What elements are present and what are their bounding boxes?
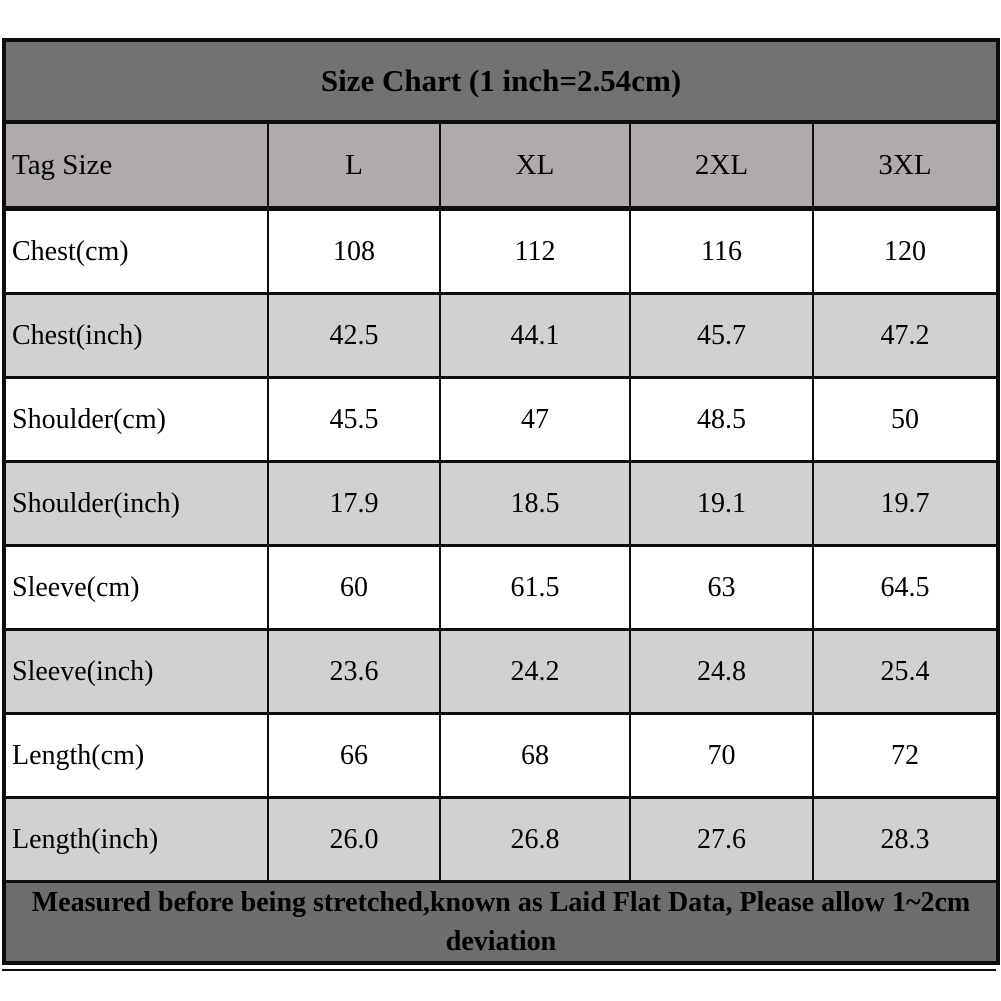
- cell-value: 42.5: [267, 292, 441, 379]
- row-label: Shoulder(cm): [3, 376, 269, 463]
- row-label: Sleeve(inch): [3, 628, 269, 715]
- row-label: Chest(cm): [3, 207, 269, 295]
- column-header-xl: XL: [439, 121, 631, 211]
- cell-value: 19.1: [629, 460, 814, 547]
- table-row-chest-inch: Chest(inch) 42.5 44.1 45.7 47.2: [3, 292, 1000, 379]
- table-row-shoulder-cm: Shoulder(cm) 45.5 47 48.5 50: [3, 376, 1000, 463]
- cell-value: 24.8: [629, 628, 814, 715]
- cell-value: 48.5: [629, 376, 814, 463]
- table-row-shoulder-inch: Shoulder(inch) 17.9 18.5 19.1 19.7: [3, 460, 1000, 547]
- row-label: Sleeve(cm): [3, 544, 269, 631]
- row-label: Length(inch): [3, 796, 269, 883]
- cell-value: 60: [267, 544, 441, 631]
- row-label: Shoulder(inch): [3, 460, 269, 547]
- table-row-chest-cm: Chest(cm) 108 112 116 120: [3, 207, 1000, 295]
- cell-value: 112: [439, 207, 631, 295]
- cell-value: 23.6: [267, 628, 441, 715]
- size-chart-title: Size Chart (1 inch=2.54cm): [2, 39, 1000, 124]
- cell-value: 24.2: [439, 628, 631, 715]
- cell-value: 64.5: [811, 544, 1000, 631]
- cell-value: 45.7: [629, 292, 814, 379]
- cell-value: 50: [811, 376, 1000, 463]
- cell-value: 116: [629, 207, 814, 295]
- cell-value: 61.5: [439, 544, 631, 631]
- row-label: Length(cm): [3, 712, 269, 799]
- cell-value: 45.5: [267, 376, 441, 463]
- cell-value: 70: [629, 712, 814, 799]
- header-row: Tag Size L XL 2XL 3XL: [3, 121, 1000, 211]
- cell-value: 108: [267, 207, 441, 295]
- size-chart-table: Size Chart (1 inch=2.54cm) Tag Size L XL…: [2, 38, 1001, 965]
- cell-value: 27.6: [629, 796, 814, 883]
- cell-value: 66: [267, 712, 441, 799]
- cell-value: 120: [811, 207, 1000, 295]
- cell-value: 17.9: [267, 460, 441, 547]
- column-header-3xl: 3XL: [811, 121, 1000, 211]
- size-chart: Size Chart (1 inch=2.54cm) Tag Size L XL…: [2, 38, 1001, 971]
- cell-value: 72: [811, 712, 1000, 799]
- cell-value: 26.8: [439, 796, 631, 883]
- row-label: Chest(inch): [3, 292, 269, 379]
- cell-value: 25.4: [811, 628, 1000, 715]
- cell-value: 26.0: [267, 796, 441, 883]
- column-header-2xl: 2XL: [629, 121, 814, 211]
- table-row-length-inch: Length(inch) 26.0 26.8 27.6 28.3: [3, 796, 1000, 883]
- cell-value: 28.3: [811, 796, 1000, 883]
- column-header-tag-size: Tag Size: [3, 121, 269, 211]
- cell-value: 44.1: [439, 292, 631, 379]
- column-header-l: L: [267, 121, 441, 211]
- table-row-sleeve-inch: Sleeve(inch) 23.6 24.2 24.8 25.4: [3, 628, 1000, 715]
- footer-note: Measured before being stretched,known as…: [2, 880, 1000, 964]
- title-row: Size Chart (1 inch=2.54cm): [2, 39, 1000, 124]
- cell-value: 19.7: [811, 460, 1000, 547]
- cell-value: 18.5: [439, 460, 631, 547]
- bottom-rule: [2, 969, 996, 971]
- cell-value: 47.2: [811, 292, 1000, 379]
- table-row-sleeve-cm: Sleeve(cm) 60 61.5 63 64.5: [3, 544, 1000, 631]
- cell-value: 68: [439, 712, 631, 799]
- footer-row: Measured before being stretched,known as…: [2, 880, 1000, 964]
- cell-value: 63: [629, 544, 814, 631]
- table-row-length-cm: Length(cm) 66 68 70 72: [3, 712, 1000, 799]
- cell-value: 47: [439, 376, 631, 463]
